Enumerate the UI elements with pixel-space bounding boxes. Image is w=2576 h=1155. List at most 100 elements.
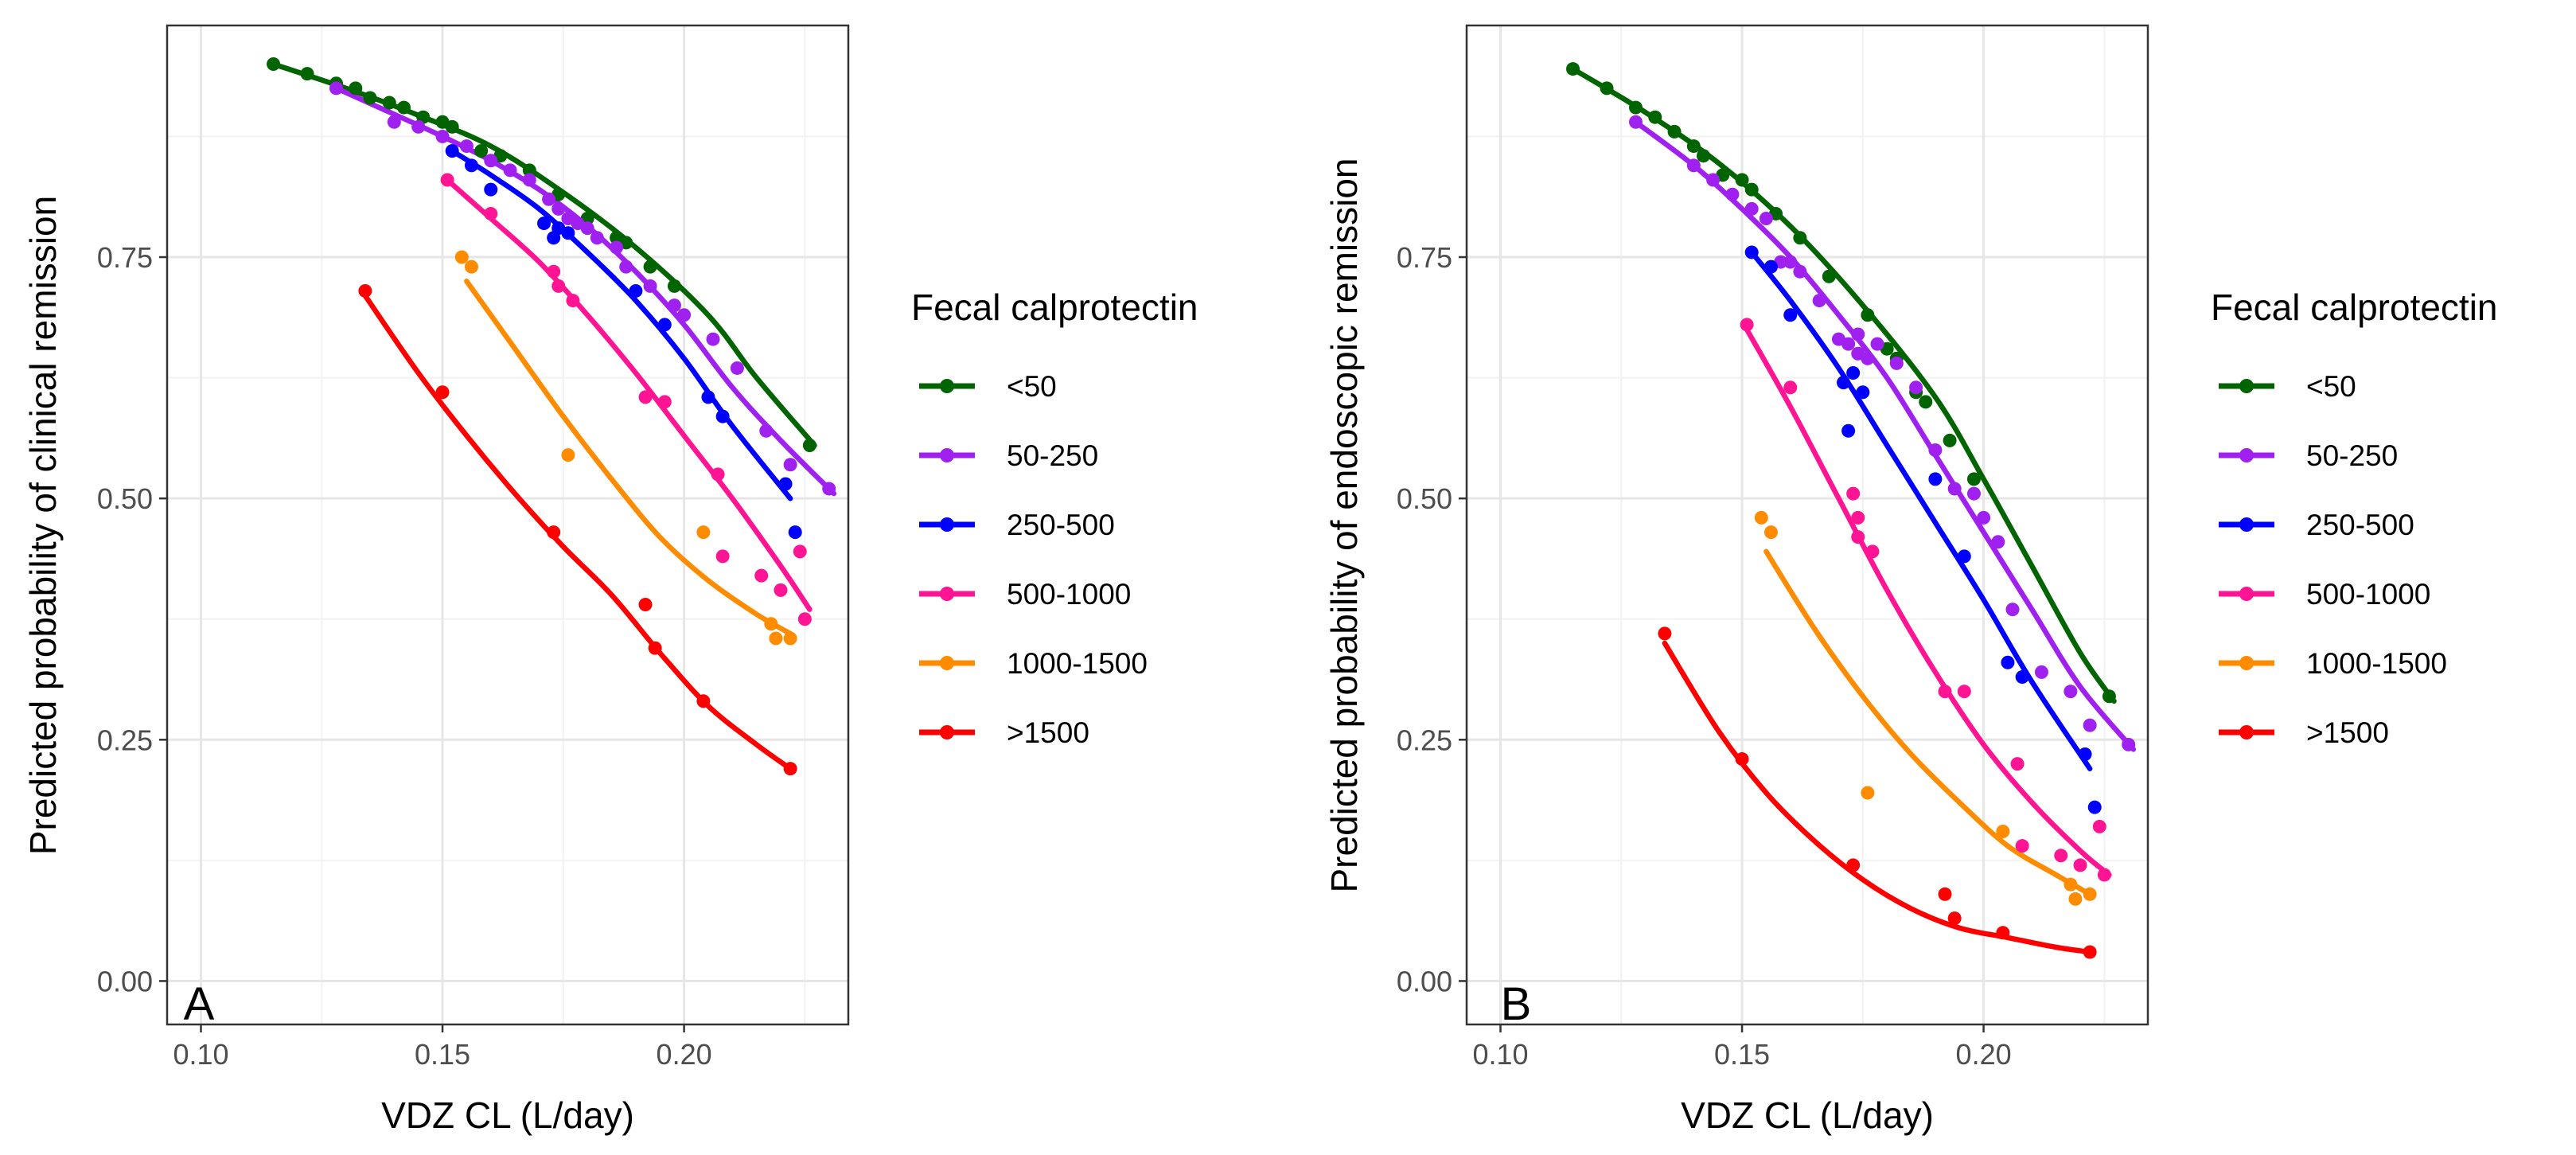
panel-b-point-series-0-3 <box>1648 110 1662 124</box>
panel-a-point-series-1-8 <box>542 192 556 206</box>
panel-b-point-series-3-1 <box>1783 380 1798 395</box>
panel-b-point-series-1-26 <box>2083 718 2097 732</box>
panel-b-point-series-5-0 <box>1658 626 1672 641</box>
panel-b-point-series-0-9 <box>1744 182 1759 197</box>
legend-label: >1500 <box>1007 716 1089 749</box>
panel-a-point-series-3-11 <box>793 544 807 559</box>
panel-b-point-series-3-3 <box>1851 510 1865 525</box>
panel-a-point-series-1-2 <box>411 119 426 134</box>
legend-label: 500-1000 <box>1007 578 1131 611</box>
panel-a-point-series-2-2 <box>484 182 498 197</box>
panel-a-point-series-2-12 <box>788 525 802 540</box>
panel-a-fit-curves <box>271 61 837 771</box>
panel-a-point-series-0-5 <box>382 96 396 110</box>
panel-b: 0.10 0.15 0.20 0.00 0.25 0.50 0.75 B VDZ CL (… <box>1323 24 2498 1136</box>
panel-a-data-points <box>267 57 836 776</box>
panel-b-point-series-0-0 <box>1566 62 1580 76</box>
panel-b-point-series-4-1 <box>1763 525 1778 540</box>
panel-b-point-series-3-13 <box>2097 868 2111 882</box>
legend-entry: <50 <box>2219 370 2356 403</box>
panel-a-y-axis-title: Predicted probability of clinical remiss… <box>22 196 64 855</box>
panel-b-point-series-3-2 <box>1846 486 1861 501</box>
panel-b-point-series-1-19 <box>1947 482 1962 496</box>
panel-a-point-series-1-7 <box>522 173 536 187</box>
panel-a-point-series-3-1 <box>484 206 498 220</box>
panel-b-point-series-2-9 <box>2001 655 2015 669</box>
legend-label: 50-250 <box>1007 439 1098 472</box>
panel-a-point-series-2-0 <box>445 144 459 158</box>
panel-a-x-axis-title: VDZ CL (L/day) <box>381 1095 634 1136</box>
legend-entry: 250-500 <box>919 509 1115 541</box>
panel-a-point-series-5-6 <box>783 762 797 776</box>
panel-b-point-series-2-1 <box>1763 259 1778 274</box>
panel-b-point-series-0-6 <box>1696 149 1710 163</box>
legend-entry: 1000-1500 <box>919 647 1148 680</box>
panel-b-point-series-1-11 <box>1841 337 1856 351</box>
panel-a-point-series-0-12 <box>522 163 536 178</box>
panel-a-point-series-2-11 <box>778 477 793 491</box>
panel-b-point-series-2-12 <box>2087 800 2102 814</box>
panel-b-point-series-3-0 <box>1740 318 1754 332</box>
legend-label: 500-1000 <box>2306 578 2430 611</box>
panel-b-point-series-1-14 <box>1861 351 1875 365</box>
panel-b-point-series-0-11 <box>1793 231 1807 245</box>
panel-b-plot-border <box>1465 24 2149 1026</box>
panel-a-point-series-2-8 <box>657 318 672 332</box>
panel-b-x-axis-title: VDZ CL (L/day) <box>1681 1095 1934 1136</box>
legend-key-point <box>940 448 954 462</box>
panel-a-point-series-1-13 <box>590 231 604 245</box>
panel-b-point-series-2-5 <box>1846 366 1861 380</box>
panel-b-point-series-5-6 <box>2083 945 2097 959</box>
panel-b-point-series-1-7 <box>1783 255 1798 269</box>
panel-b-point-series-1-3 <box>1725 187 1740 201</box>
panel-a-point-series-1-4 <box>459 139 474 154</box>
panel-a-point-series-3-2 <box>547 264 561 279</box>
panel-b-point-series-0-8 <box>1735 173 1749 187</box>
panel-a-point-series-3-7 <box>711 467 725 482</box>
panel-a: 0.10 0.15 0.20 0.00 0.25 0.50 0.75 A VDZ CL (… <box>22 24 1198 1136</box>
panel-b-point-series-2-4 <box>1841 423 1856 438</box>
y-tick-label: 0.75 <box>1397 241 1452 274</box>
y-tick-label: 0.00 <box>1397 965 1452 997</box>
panel-a-point-series-1-9 <box>551 201 566 216</box>
panel-a-point-series-0-1 <box>300 67 314 81</box>
panel-a-legend-title: Fecal calprotectin <box>911 287 1198 328</box>
panel-a-x-axis-ticks: 0.10 0.15 0.20 <box>173 1024 712 1071</box>
panel-b-legend-entries: <50 50-250 250-500 500-1000 1000-1500 >1500 <box>2219 370 2447 749</box>
panel-a-point-series-0-0 <box>267 57 281 72</box>
panel-a-point-series-2-1 <box>464 158 478 173</box>
panel-b-point-series-1-0 <box>1628 115 1643 129</box>
panel-b-point-series-5-3 <box>1938 887 1952 901</box>
panel-b-point-series-5-5 <box>1996 926 2010 940</box>
panel-b-point-series-0-4 <box>1667 124 1682 139</box>
panel-a-curve-series-2 <box>449 148 793 501</box>
panel-a-point-series-1-0 <box>329 81 343 96</box>
panel-a-point-series-4-0 <box>454 250 469 264</box>
panel-b-point-series-1-17 <box>1909 380 1923 395</box>
legend-key-point <box>940 725 954 739</box>
legend-label: 250-500 <box>1007 509 1115 541</box>
panel-b-point-series-1-8 <box>1793 264 1807 279</box>
panel-b-point-series-1-18 <box>1928 443 1943 458</box>
panel-b-point-series-1-12 <box>1851 327 1865 341</box>
legend-entry: 500-1000 <box>2219 578 2430 611</box>
panel-a-point-series-1-1 <box>387 115 401 129</box>
legend-label: >1500 <box>2306 716 2389 749</box>
panel-b-point-series-1-4 <box>1744 201 1759 216</box>
panel-b-point-series-5-2 <box>1846 858 1861 872</box>
panel-a-point-series-5-5 <box>696 694 711 708</box>
panel-b-point-series-4-5 <box>2068 892 2083 906</box>
panel-b-point-series-4-0 <box>1754 510 1768 525</box>
panel-b-point-series-1-23 <box>2005 603 2020 617</box>
panel-a-legend: Fecal calprotectin <50 50-250 250-500 500-1… <box>911 287 1198 749</box>
panel-a-point-series-3-6 <box>657 395 672 409</box>
panel-b-point-series-0-13 <box>1861 308 1875 322</box>
panel-a-point-series-1-12 <box>580 221 594 236</box>
legend-entry: 250-500 <box>2219 509 2414 541</box>
legend-key-point <box>940 379 954 393</box>
panel-a-point-series-3-4 <box>566 294 580 308</box>
panel-b-point-series-1-27 <box>2122 737 2136 751</box>
panel-b-x-axis-ticks: 0.10 0.15 0.20 <box>1472 1024 2012 1071</box>
legend-entry: <50 <box>919 370 1057 403</box>
panel-b-point-series-2-7 <box>1928 472 1943 486</box>
